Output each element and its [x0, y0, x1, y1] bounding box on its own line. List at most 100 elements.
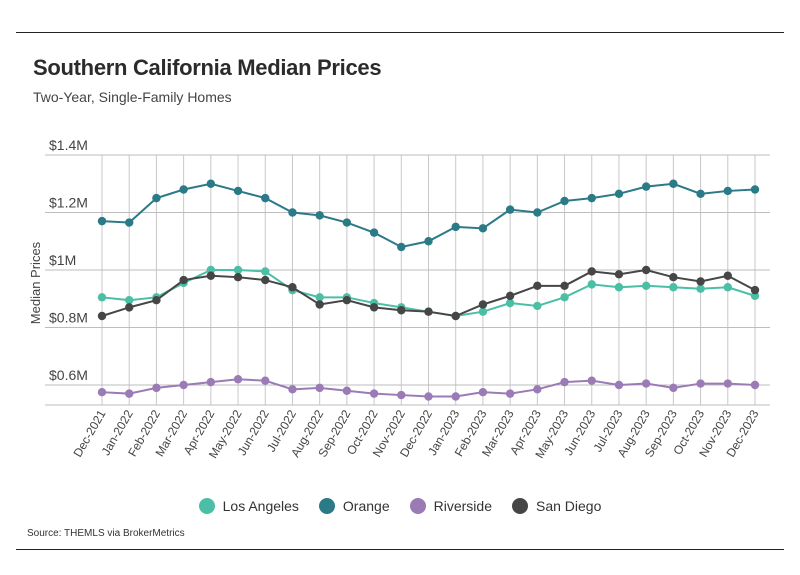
data-point — [696, 189, 705, 199]
data-point — [587, 376, 596, 385]
chart-legend: Los Angeles Orange Riverside San Diego — [0, 498, 800, 514]
data-point — [369, 228, 379, 237]
data-point — [315, 211, 324, 220]
data-point — [97, 293, 107, 302]
data-point — [723, 186, 732, 196]
data-point — [397, 306, 406, 315]
data-point — [233, 265, 243, 275]
data-point — [369, 303, 379, 312]
data-point — [669, 383, 678, 393]
data-point — [505, 205, 515, 214]
data-point — [505, 298, 515, 308]
data-point — [125, 218, 134, 227]
data-point — [587, 193, 596, 203]
data-point — [397, 242, 406, 252]
data-point — [451, 392, 460, 401]
data-point — [342, 295, 352, 305]
legend-label: Riverside — [433, 498, 492, 514]
legend-swatch — [511, 498, 528, 514]
source-note: Source: THEMLS via BrokerMetrics — [27, 528, 185, 539]
data-point — [206, 179, 216, 188]
data-point — [152, 295, 161, 305]
data-point — [233, 186, 243, 196]
y-tick-label: $0.6M — [49, 367, 88, 383]
data-point — [342, 386, 352, 395]
y-axis-label: Median Prices — [28, 241, 43, 324]
data-point — [315, 293, 324, 302]
legend-item: Riverside — [409, 498, 492, 514]
data-point — [669, 272, 678, 282]
legend-swatch — [318, 498, 335, 514]
data-point — [206, 271, 216, 280]
data-point — [505, 389, 515, 398]
data-point — [424, 307, 433, 316]
legend-swatch — [198, 498, 215, 514]
chart-subtitle: Two-Year, Single-Family Homes — [33, 89, 232, 105]
data-point — [696, 379, 705, 388]
data-point — [206, 265, 216, 275]
data-point — [97, 216, 107, 226]
data-point — [97, 387, 107, 397]
data-point — [451, 222, 460, 232]
y-tick-label: $1.2M — [49, 195, 88, 211]
y-tick-label: $0.8M — [49, 310, 88, 326]
bottom-rule — [16, 549, 784, 550]
data-point — [614, 380, 624, 390]
y-tick-label: $1M — [49, 252, 76, 268]
data-point — [179, 275, 188, 285]
data-point — [533, 385, 542, 394]
data-point — [533, 301, 542, 311]
data-point — [424, 237, 433, 246]
data-point — [369, 389, 379, 398]
legend-item: San Diego — [511, 498, 602, 514]
data-point — [723, 283, 732, 292]
data-point — [152, 383, 161, 393]
data-point — [288, 385, 297, 394]
data-point — [451, 311, 460, 321]
data-point — [315, 383, 324, 393]
data-point — [478, 307, 488, 316]
data-point — [315, 300, 324, 309]
data-point — [750, 380, 760, 390]
data-point — [261, 376, 270, 385]
y-tick-label: $1.4M — [49, 137, 88, 153]
data-point — [641, 265, 651, 275]
legend-item: Orange — [318, 498, 390, 514]
data-point — [641, 281, 651, 291]
data-point — [478, 387, 488, 397]
data-point — [125, 389, 134, 398]
data-point — [560, 196, 569, 206]
data-point — [424, 392, 433, 401]
data-point — [261, 267, 270, 276]
data-point — [696, 284, 705, 293]
data-point — [533, 208, 542, 217]
data-point — [152, 193, 161, 203]
data-point — [97, 311, 107, 321]
legend-label: San Diego — [535, 498, 602, 514]
data-point — [587, 267, 596, 276]
data-point — [206, 377, 216, 387]
data-point — [641, 379, 651, 388]
data-point — [560, 281, 569, 291]
data-point — [669, 283, 678, 292]
data-point — [750, 285, 760, 295]
legend-label: Orange — [342, 498, 390, 514]
legend-item: Los Angeles — [198, 498, 299, 514]
data-point — [342, 218, 352, 227]
data-point — [233, 375, 243, 384]
chart-title: Southern California Median Prices — [33, 55, 382, 80]
data-point — [723, 379, 732, 388]
data-point — [614, 283, 624, 292]
data-point — [261, 275, 270, 285]
top-rule — [16, 32, 784, 33]
data-point — [125, 295, 134, 305]
data-point — [641, 182, 651, 191]
data-point — [179, 380, 188, 390]
legend-swatch — [409, 498, 426, 514]
data-point — [750, 185, 760, 194]
data-point — [478, 224, 488, 233]
data-point — [587, 280, 596, 289]
data-point — [478, 300, 488, 309]
data-point — [288, 283, 297, 292]
